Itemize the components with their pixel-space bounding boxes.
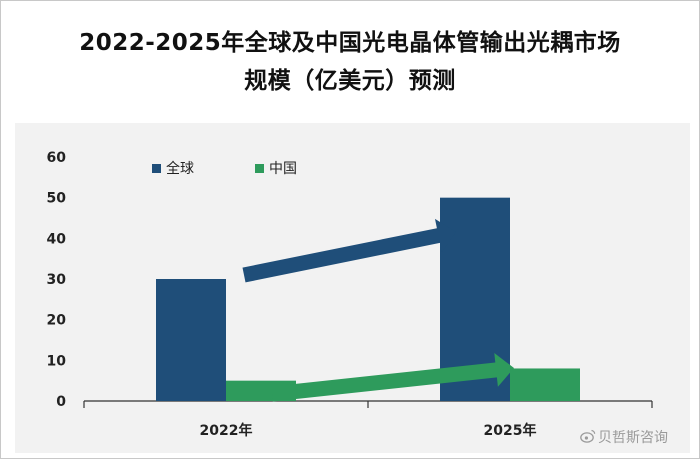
- legend-label: 中国: [269, 161, 297, 177]
- legend-swatch: [152, 164, 161, 173]
- chart-title-line-2: 规模（亿美元）预测: [244, 68, 456, 94]
- x-tick-label: 2025年: [484, 422, 537, 439]
- trend-arrow-global: [242, 218, 456, 283]
- chart-title-line-1: 2022-2025年全球及中国光电晶体管输出光耦市场: [79, 30, 621, 56]
- bar: [156, 279, 226, 401]
- chart-title: 2022-2025年全球及中国光电晶体管输出光耦市场 规模（亿美元）预测: [20, 24, 680, 100]
- trend-arrow-china: [271, 353, 514, 402]
- watermark-text: 贝哲斯咨询: [598, 430, 668, 446]
- y-tick-label: 30: [47, 272, 67, 288]
- y-tick-label: 50: [47, 191, 67, 207]
- y-tick-label: 20: [47, 313, 67, 329]
- legend-label: 全球: [166, 160, 194, 177]
- y-tick-label: 10: [47, 353, 67, 369]
- weibo-icon: [580, 429, 596, 443]
- y-tick-label: 60: [47, 150, 67, 166]
- x-tick-label: 2022年: [200, 422, 253, 439]
- legend-swatch: [255, 164, 264, 173]
- bar: [510, 368, 580, 401]
- y-tick-label: 0: [56, 394, 66, 410]
- y-tick-label: 40: [47, 231, 67, 247]
